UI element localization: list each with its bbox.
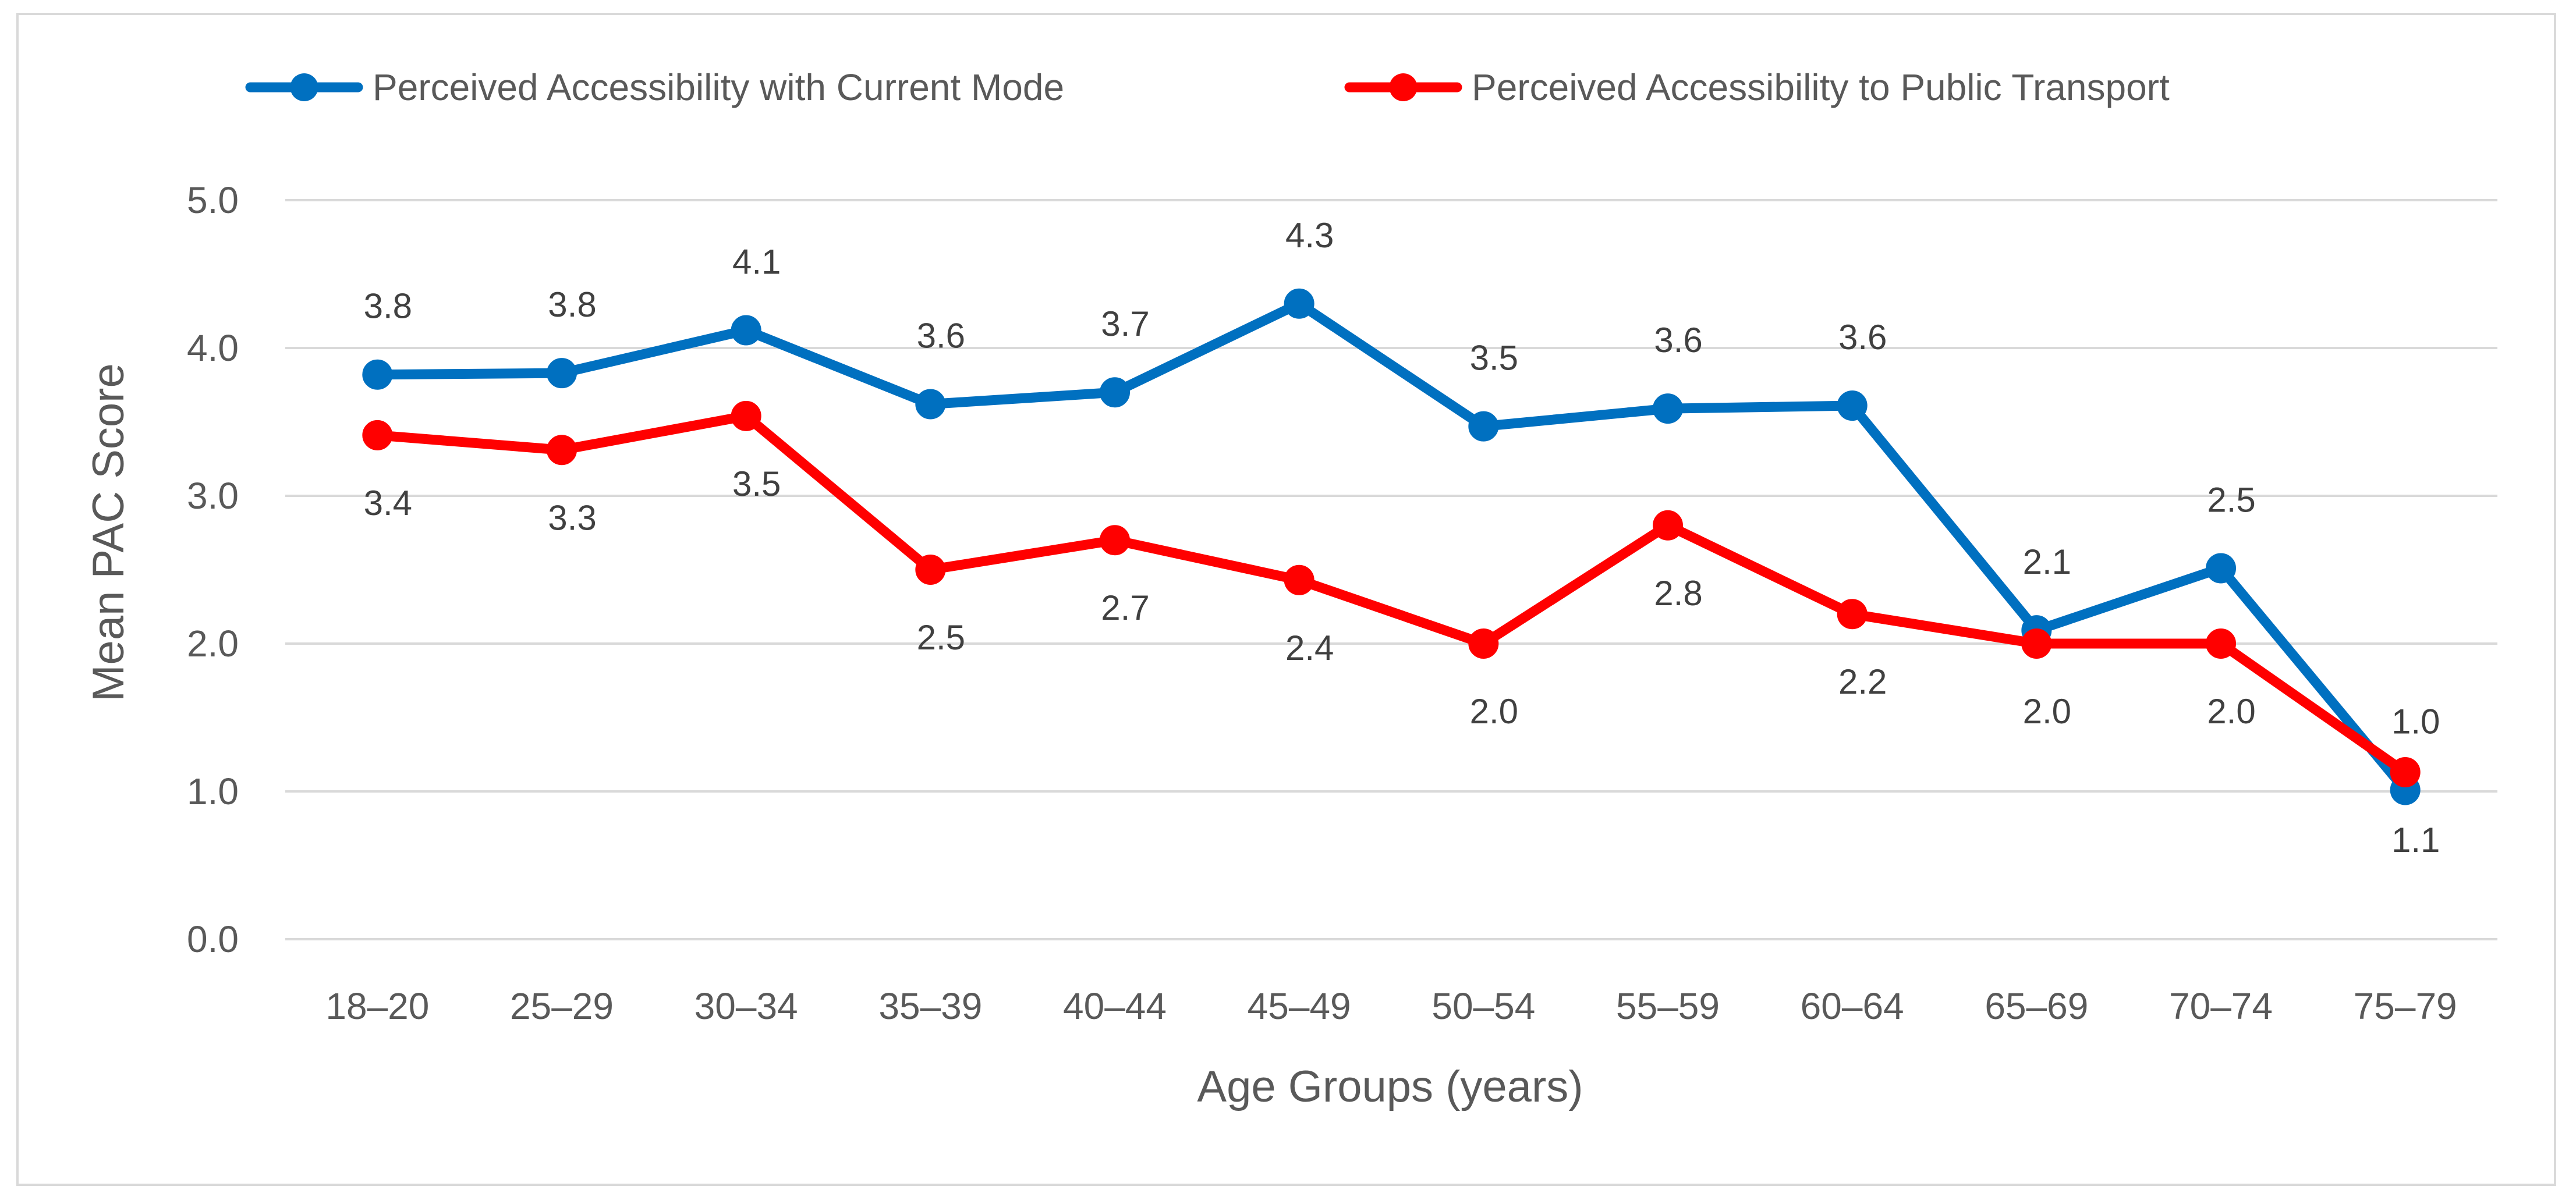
data-label: 3.6 [1838,318,1887,357]
x-tick-label: 45–49 [1248,985,1351,1027]
data-label: 4.3 [1285,216,1334,255]
data-point [2206,553,2236,584]
legend-marker-1 [290,73,318,101]
data-point [915,555,946,585]
data-label: 3.5 [732,464,781,503]
y-tick-label: 4.0 [187,327,239,369]
series-line-1 [372,299,2411,795]
x-tick-label: 60–64 [1801,985,1904,1027]
data-label: 2.0 [1470,692,1518,731]
data-point [915,389,946,420]
data-label: 2.5 [917,618,965,657]
legend-marker-2 [1389,73,1418,101]
data-label: 3.3 [548,498,596,537]
data-label: 3.6 [1654,321,1702,360]
data-point [1837,390,1868,421]
y-tick-label: 1.0 [187,770,239,812]
data-point [1100,525,1130,556]
data-label: 1.0 [2391,702,2440,741]
data-label: 4.1 [732,243,781,282]
x-tick-label: 25–29 [510,985,614,1027]
data-point [1284,564,1314,595]
y-tick-label: 3.0 [187,475,239,517]
legend-label-2: Perceived Accessibility to Public Transp… [1472,66,2170,108]
data-label: 2.2 [1838,662,1887,701]
y-axis-title: Mean PAC Score [84,363,133,702]
y-tick-label: 2.0 [187,623,239,665]
x-tick-label: 30–34 [695,985,798,1027]
data-point [1653,393,1683,424]
legend: Perceived Accessibility with Current Mod… [245,66,2170,108]
data-label: 2.0 [2207,692,2255,731]
x-tick-label: 18–20 [325,985,429,1027]
data-label: 2.8 [1654,574,1702,613]
data-label: 3.8 [364,287,412,326]
data-point [1100,377,1130,408]
x-tick-label: 50–54 [1431,985,1535,1027]
series-line-2 [372,411,2411,777]
y-axis-ticks: 0.0 1.0 2.0 3.0 4.0 5.0 [187,179,239,960]
data-point [1653,510,1683,541]
data-label: 3.7 [1101,304,1149,343]
data-label: 2.1 [2023,542,2071,581]
data-labels: 3.8 3.8 4.1 3.6 3.7 4.3 3.5 3.6 3.6 2.1 2.5 1.0 3.4 3… [364,216,2440,860]
data-point [547,435,577,466]
data-point [731,315,761,346]
series-lines [362,288,2421,805]
data-label: 2.0 [2023,692,2071,731]
data-point [1468,411,1499,442]
legend-label-1: Perceived Accessibility with Current Mod… [373,66,1064,108]
data-point [362,359,393,390]
data-point [1837,599,1868,630]
gridlines [285,199,2497,940]
x-tick-label: 40–44 [1063,985,1167,1027]
x-tick-label: 70–74 [2169,985,2273,1027]
data-point [2206,628,2236,659]
data-label: 3.8 [548,285,596,324]
y-tick-label: 0.0 [187,918,239,960]
data-point [2021,628,2052,659]
data-point [2390,757,2421,787]
data-label: 3.4 [364,484,412,523]
data-point [1284,288,1314,319]
data-label: 2.5 [2207,480,2255,519]
data-point [1468,628,1499,659]
y-tick-label: 5.0 [187,179,239,221]
x-tick-label: 55–59 [1616,985,1720,1027]
data-label: 2.7 [1101,588,1149,627]
data-label: 3.5 [1470,339,1518,378]
chart-frame [16,13,2556,1186]
data-label: 2.4 [1285,628,1334,667]
data-label: 1.1 [2391,821,2440,860]
x-axis-title: Age Groups (years) [1197,1062,1583,1111]
data-point [362,420,393,450]
x-axis-ticks: 18–20 25–29 30–34 35–39 40–44 45–49 50–54 55–59… [325,985,2457,1027]
x-tick-label: 35–39 [878,985,982,1027]
x-tick-label: 75–79 [2354,985,2457,1027]
data-point [731,400,761,431]
x-tick-label: 65–69 [1985,985,2088,1027]
data-point [547,358,577,389]
data-label: 3.6 [917,317,965,356]
